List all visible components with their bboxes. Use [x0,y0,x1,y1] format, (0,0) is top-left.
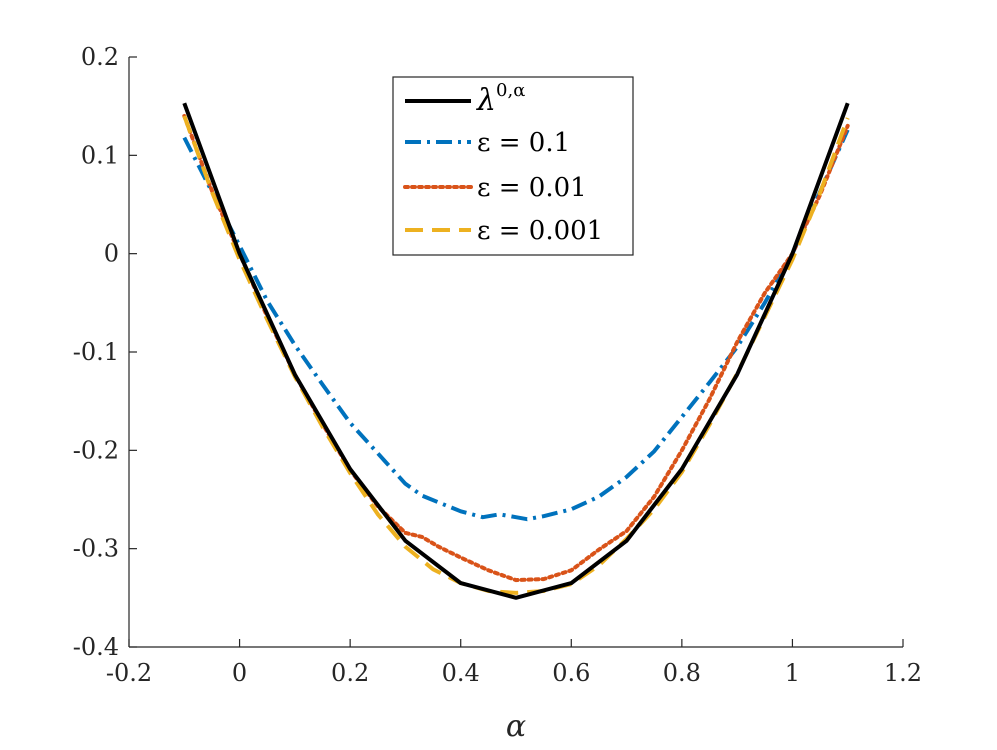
y-tick-label: -0.3 [73,535,119,563]
legend-box [392,76,634,256]
legend-label-1: ε = 0.1 [477,128,570,158]
x-tick-label: -0.2 [106,659,152,687]
x-axis-title: α [506,709,526,744]
series-line-1 [182,128,850,522]
y-tick-label: 0.2 [81,43,119,71]
x-tick-label: 0.8 [663,659,701,687]
tick-labels: -0.2 0 0.2 0.4 0.6 0.8 1 1.2 -0.4 -0.3 -0.2 -0.1 0 0.… [73,43,922,687]
series-lines [182,102,850,600]
x-tick-label: 0.6 [552,659,590,687]
legend-label-2: ε = 0.01 [477,173,587,203]
axes [128,56,904,648]
x-tick-label: 0.4 [442,659,480,687]
legend-label-3: ε = 0.001 [477,216,603,246]
y-tick-label: -0.1 [73,338,119,366]
y-tick-label: -0.4 [73,633,119,661]
y-tick-label: -0.2 [73,436,119,464]
x-tick-label: 0 [232,659,247,687]
legend-label-0: λ0,α [476,80,525,118]
x-tick-label: 1.2 [884,659,922,687]
legend: λ0,α ε = 0.1 ε = 0.01 ε = 0.001 [392,76,634,256]
y-tick-label: 0 [104,240,119,268]
y-tick-label: 0.1 [81,141,119,169]
x-tick-label: 0.2 [331,659,369,687]
series-line-0 [182,102,850,600]
x-tick-label: 1 [785,659,800,687]
